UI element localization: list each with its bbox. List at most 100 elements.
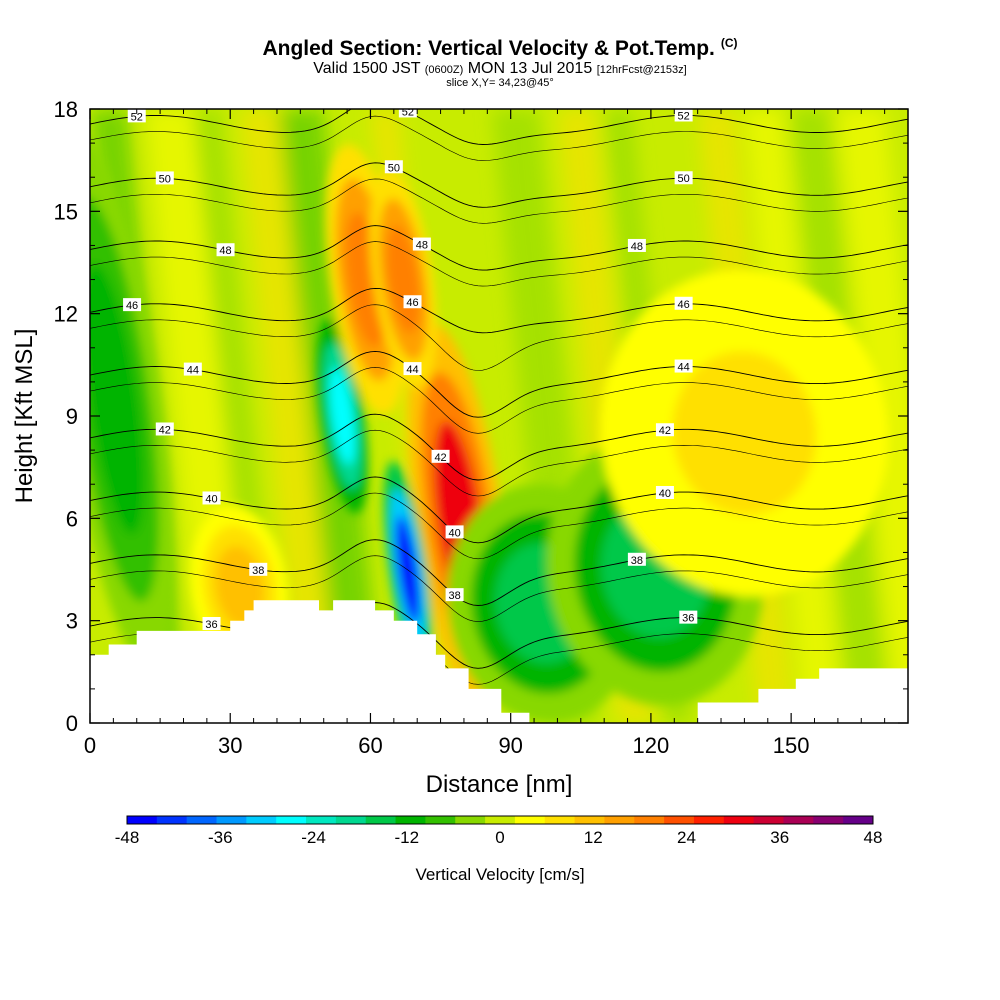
colorbar-swatch	[365, 816, 397, 824]
colorbar-swatch	[664, 816, 695, 824]
isentrope-label: 46	[674, 296, 693, 311]
x-axis-label: Distance [nm]	[426, 771, 573, 798]
x-tick-label: 30	[218, 733, 242, 758]
svg-text:46: 46	[406, 297, 418, 309]
colorbar-swatch	[485, 816, 516, 824]
chart-subtitle: Valid 1500 JST (0600Z) MON 13 Jul 2015 […	[0, 60, 1000, 78]
svg-text:46: 46	[126, 300, 138, 312]
isentrope-label: 44	[674, 359, 693, 374]
isentrope-label: 44	[403, 362, 422, 376]
colorbar-tick-label: 36	[770, 828, 789, 847]
velocity-core	[672, 351, 817, 515]
colorbar-swatch	[276, 816, 307, 824]
colorbar-swatch	[156, 816, 188, 824]
velocity-field: 52 52 52 50 50 50 48 48 48 46 46 46 44 44 44 42 42 42 40 40…	[90, 53, 908, 723]
svg-text:50: 50	[388, 162, 400, 174]
svg-text:44: 44	[678, 362, 690, 374]
colorbar-tick-label: 0	[495, 828, 504, 847]
svg-text:36: 36	[205, 619, 217, 631]
svg-text:52: 52	[678, 110, 690, 122]
svg-text:50: 50	[159, 173, 171, 185]
colorbar-tick-label: 12	[584, 828, 603, 847]
colorbar-swatch	[186, 816, 218, 824]
y-tick-label: 18	[54, 97, 78, 122]
valid-zulu: (0600Z)	[424, 64, 464, 76]
isentrope-label: 50	[674, 171, 693, 185]
terrain-mask	[90, 600, 908, 723]
isentrope-label: 38	[627, 552, 646, 567]
isentrope-line-minor	[90, 241, 908, 287]
isentrope-line	[90, 602, 908, 669]
colorbar-tick-label: 24	[677, 828, 696, 847]
isentrope-label: 50	[155, 171, 174, 185]
isentrope-label: 42	[155, 422, 174, 436]
isentrope-label: 50	[384, 160, 403, 174]
svg-text:38: 38	[448, 590, 460, 602]
colorbar-swatch	[246, 816, 277, 824]
velocity-band	[239, 109, 337, 723]
colorbar-swatch	[425, 816, 456, 824]
y-axis-label: Height [Kft MSL]	[11, 329, 38, 504]
svg-text:48: 48	[631, 241, 643, 253]
svg-text:48: 48	[219, 245, 231, 257]
x-tick-label: 0	[84, 733, 96, 758]
svg-text:44: 44	[187, 365, 199, 377]
velocity-core	[395, 515, 420, 624]
colorbar-swatch	[693, 816, 725, 824]
svg-text:36: 36	[682, 613, 694, 625]
y-tick-label: 3	[66, 609, 78, 634]
valid-date: MON 13 Jul 2015	[467, 60, 593, 77]
svg-text:38: 38	[631, 555, 643, 567]
colorbar-swatch	[843, 816, 874, 824]
isentrope-line-minor	[90, 178, 908, 224]
isentrope-label: 48	[216, 243, 235, 257]
colorbar-tick-label: -24	[301, 828, 326, 847]
isentrope-label: 44	[183, 362, 202, 377]
svg-text:48: 48	[416, 240, 428, 252]
chart-title-text: Angled Section: Vertical Velocity & Pot.…	[262, 37, 715, 60]
colorbar-swatch	[634, 816, 665, 824]
isentrope-label: 48	[412, 237, 431, 252]
chart-title: Angled Section: Vertical Velocity & Pot.…	[0, 36, 1000, 61]
svg-text:42: 42	[159, 424, 171, 436]
colorbar-swatch	[216, 816, 247, 824]
isentrope-line-minor	[90, 367, 908, 434]
isentrope-label: 40	[445, 525, 464, 539]
isentrope-label: 40	[202, 491, 221, 505]
isentrope-label: 46	[123, 298, 142, 312]
svg-text:50: 50	[678, 173, 690, 185]
svg-text:44: 44	[406, 364, 418, 376]
chart-title-unit: (C)	[720, 36, 738, 50]
svg-text:52: 52	[131, 111, 143, 123]
isentrope-line-minor	[90, 53, 908, 98]
valid-time: Valid 1500 JST	[313, 60, 421, 77]
isentrope-line-minor	[90, 492, 908, 560]
svg-text:40: 40	[659, 488, 671, 500]
colorbar-swatch	[127, 816, 158, 824]
isentrope-line	[90, 350, 908, 418]
colorbar-swatch	[514, 816, 546, 824]
colorbar-swatch	[335, 816, 367, 824]
isentrope-line	[90, 287, 908, 334]
isentrope-line	[90, 413, 908, 481]
svg-text:42: 42	[434, 452, 446, 464]
velocity-core	[90, 263, 144, 535]
isentrope-label: 36	[679, 610, 698, 625]
x-tick-label: 120	[633, 733, 670, 758]
isentrope-label: 46	[403, 295, 422, 309]
isentrope-label: 42	[655, 423, 674, 437]
colorbar-tick-label: -36	[208, 828, 233, 847]
colorbar-label: Vertical Velocity [cm/s]	[415, 865, 584, 884]
isentrope-label: 36	[202, 616, 221, 631]
colorbar-swatch	[604, 816, 635, 824]
x-tick-label: 60	[358, 733, 382, 758]
isentrope-line-minor	[90, 304, 908, 371]
isentrope-line	[90, 109, 908, 145]
x-tick-label: 90	[498, 733, 522, 758]
svg-text:40: 40	[448, 527, 460, 539]
y-tick-label: 12	[54, 302, 78, 327]
isentrope-line	[90, 162, 908, 208]
svg-text:46: 46	[678, 299, 690, 311]
isentrope-label: 52	[127, 109, 146, 123]
